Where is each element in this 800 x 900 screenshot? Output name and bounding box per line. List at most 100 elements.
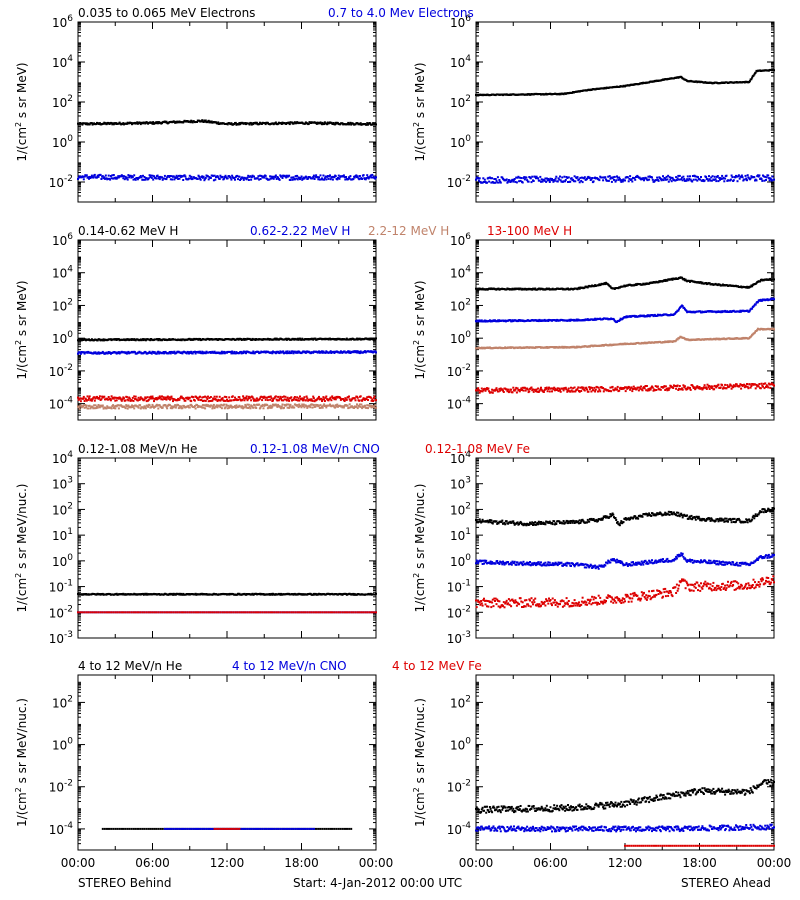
- data-point: [311, 399, 314, 402]
- data-point: [127, 399, 130, 402]
- data-point: [179, 406, 182, 409]
- data-point: [93, 396, 96, 399]
- data-point: [274, 395, 277, 398]
- data-point: [696, 179, 699, 182]
- data-point: [112, 407, 115, 409]
- data-point: [266, 396, 269, 399]
- series-points-blue: [475, 174, 775, 184]
- data-point: [84, 404, 87, 406]
- data-point: [216, 400, 219, 402]
- data-point: [94, 351, 97, 354]
- data-point: [300, 338, 303, 341]
- data-point: [372, 397, 375, 399]
- data-point: [204, 395, 207, 398]
- data-point: [207, 395, 209, 398]
- data-point: [210, 120, 213, 123]
- data-point: [242, 352, 245, 355]
- data-point: [276, 399, 279, 402]
- data-point: [689, 178, 692, 181]
- data-point: [322, 174, 325, 177]
- data-point: [187, 398, 190, 401]
- data-point: [356, 407, 359, 410]
- data-point: [176, 176, 179, 179]
- data-point: [770, 178, 773, 181]
- data-point: [131, 404, 133, 407]
- data-point: [169, 351, 171, 353]
- data-point: [90, 176, 93, 179]
- data-point: [253, 398, 256, 401]
- data-point: [234, 405, 236, 408]
- data-point: [561, 176, 564, 179]
- data-point: [312, 404, 315, 406]
- data-point: [117, 404, 120, 407]
- data-point: [190, 350, 193, 353]
- data-point: [610, 176, 613, 179]
- data-point: [197, 398, 200, 401]
- data-point: [321, 178, 324, 181]
- data-point: [211, 407, 214, 410]
- data-point: [156, 404, 159, 407]
- data-point: [725, 174, 728, 177]
- data-point: [677, 174, 680, 177]
- data-point: [323, 398, 326, 401]
- data-point: [333, 398, 336, 401]
- data-point: [225, 396, 228, 398]
- data-point: [671, 278, 674, 281]
- data-point: [731, 176, 734, 179]
- data-point: [270, 397, 273, 400]
- data-point: [201, 406, 204, 409]
- data-point: [196, 121, 199, 123]
- data-point: [199, 178, 202, 181]
- data-point: [375, 406, 377, 409]
- data-point: [97, 404, 100, 406]
- data-point: [95, 407, 98, 410]
- data-point: [302, 403, 305, 406]
- data-point: [770, 179, 773, 182]
- data-point: [253, 399, 255, 402]
- data-point: [372, 400, 375, 402]
- data-point: [125, 351, 128, 354]
- data-point: [370, 176, 373, 179]
- data-point: [365, 398, 368, 401]
- data-point: [77, 176, 80, 179]
- data-point: [302, 397, 305, 400]
- data-point: [292, 352, 295, 355]
- data-point: [738, 310, 741, 313]
- data-point: [233, 350, 236, 353]
- data-point: [356, 351, 358, 354]
- data-point: [515, 181, 518, 184]
- data-point: [217, 176, 220, 179]
- data-point: [676, 177, 679, 180]
- data-point: [318, 407, 321, 409]
- data-point: [157, 350, 160, 353]
- data-point: [321, 406, 324, 409]
- data-point: [364, 178, 367, 181]
- data-point: [483, 181, 485, 183]
- data-point: [169, 175, 171, 177]
- y-tick-label: 100: [52, 134, 73, 150]
- data-point: [618, 319, 621, 322]
- y-tick-label: 106: [450, 14, 471, 30]
- series-points-black: [475, 276, 775, 291]
- data-point: [161, 352, 164, 355]
- data-point: [170, 175, 173, 178]
- data-point: [483, 319, 486, 322]
- data-point: [769, 277, 772, 280]
- data-point: [153, 175, 155, 178]
- data-point: [230, 178, 233, 181]
- data-point: [694, 175, 697, 178]
- data-point: [374, 404, 377, 407]
- data-point: [269, 404, 272, 407]
- data-point: [304, 350, 307, 353]
- data-point: [121, 398, 124, 401]
- data-point: [201, 396, 204, 399]
- data-point: [278, 405, 281, 408]
- data-point: [142, 407, 145, 410]
- data-point: [161, 406, 164, 409]
- data-point: [163, 398, 166, 400]
- data-point: [88, 175, 91, 178]
- series-points-tan: [77, 403, 377, 410]
- data-point: [285, 176, 288, 179]
- data-point: [501, 176, 504, 179]
- data-point: [318, 395, 320, 398]
